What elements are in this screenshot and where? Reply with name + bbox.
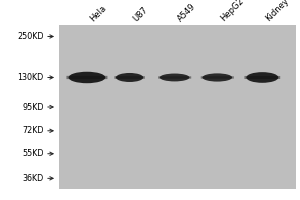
Text: 36KD: 36KD (22, 174, 44, 183)
Text: Kidney: Kidney (264, 0, 291, 23)
Ellipse shape (246, 72, 278, 83)
FancyBboxPatch shape (66, 76, 107, 79)
Text: HepG2: HepG2 (219, 0, 245, 23)
FancyBboxPatch shape (58, 25, 296, 189)
Text: 55KD: 55KD (22, 149, 44, 158)
FancyBboxPatch shape (244, 76, 280, 79)
FancyBboxPatch shape (201, 76, 234, 79)
Ellipse shape (202, 73, 232, 82)
Text: A549: A549 (176, 1, 198, 23)
Text: 130KD: 130KD (17, 73, 44, 82)
Text: 95KD: 95KD (22, 102, 44, 112)
Ellipse shape (160, 74, 189, 81)
Text: U87: U87 (131, 5, 149, 23)
FancyBboxPatch shape (158, 76, 191, 79)
Text: 250KD: 250KD (17, 32, 44, 41)
Text: Hela: Hela (88, 3, 108, 23)
Ellipse shape (69, 72, 105, 83)
Ellipse shape (116, 73, 143, 82)
FancyBboxPatch shape (114, 76, 145, 79)
Text: 72KD: 72KD (22, 126, 44, 135)
